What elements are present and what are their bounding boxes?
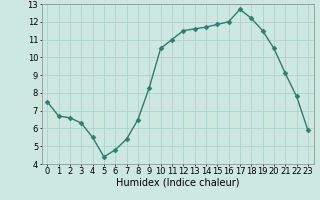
X-axis label: Humidex (Indice chaleur): Humidex (Indice chaleur): [116, 178, 239, 188]
